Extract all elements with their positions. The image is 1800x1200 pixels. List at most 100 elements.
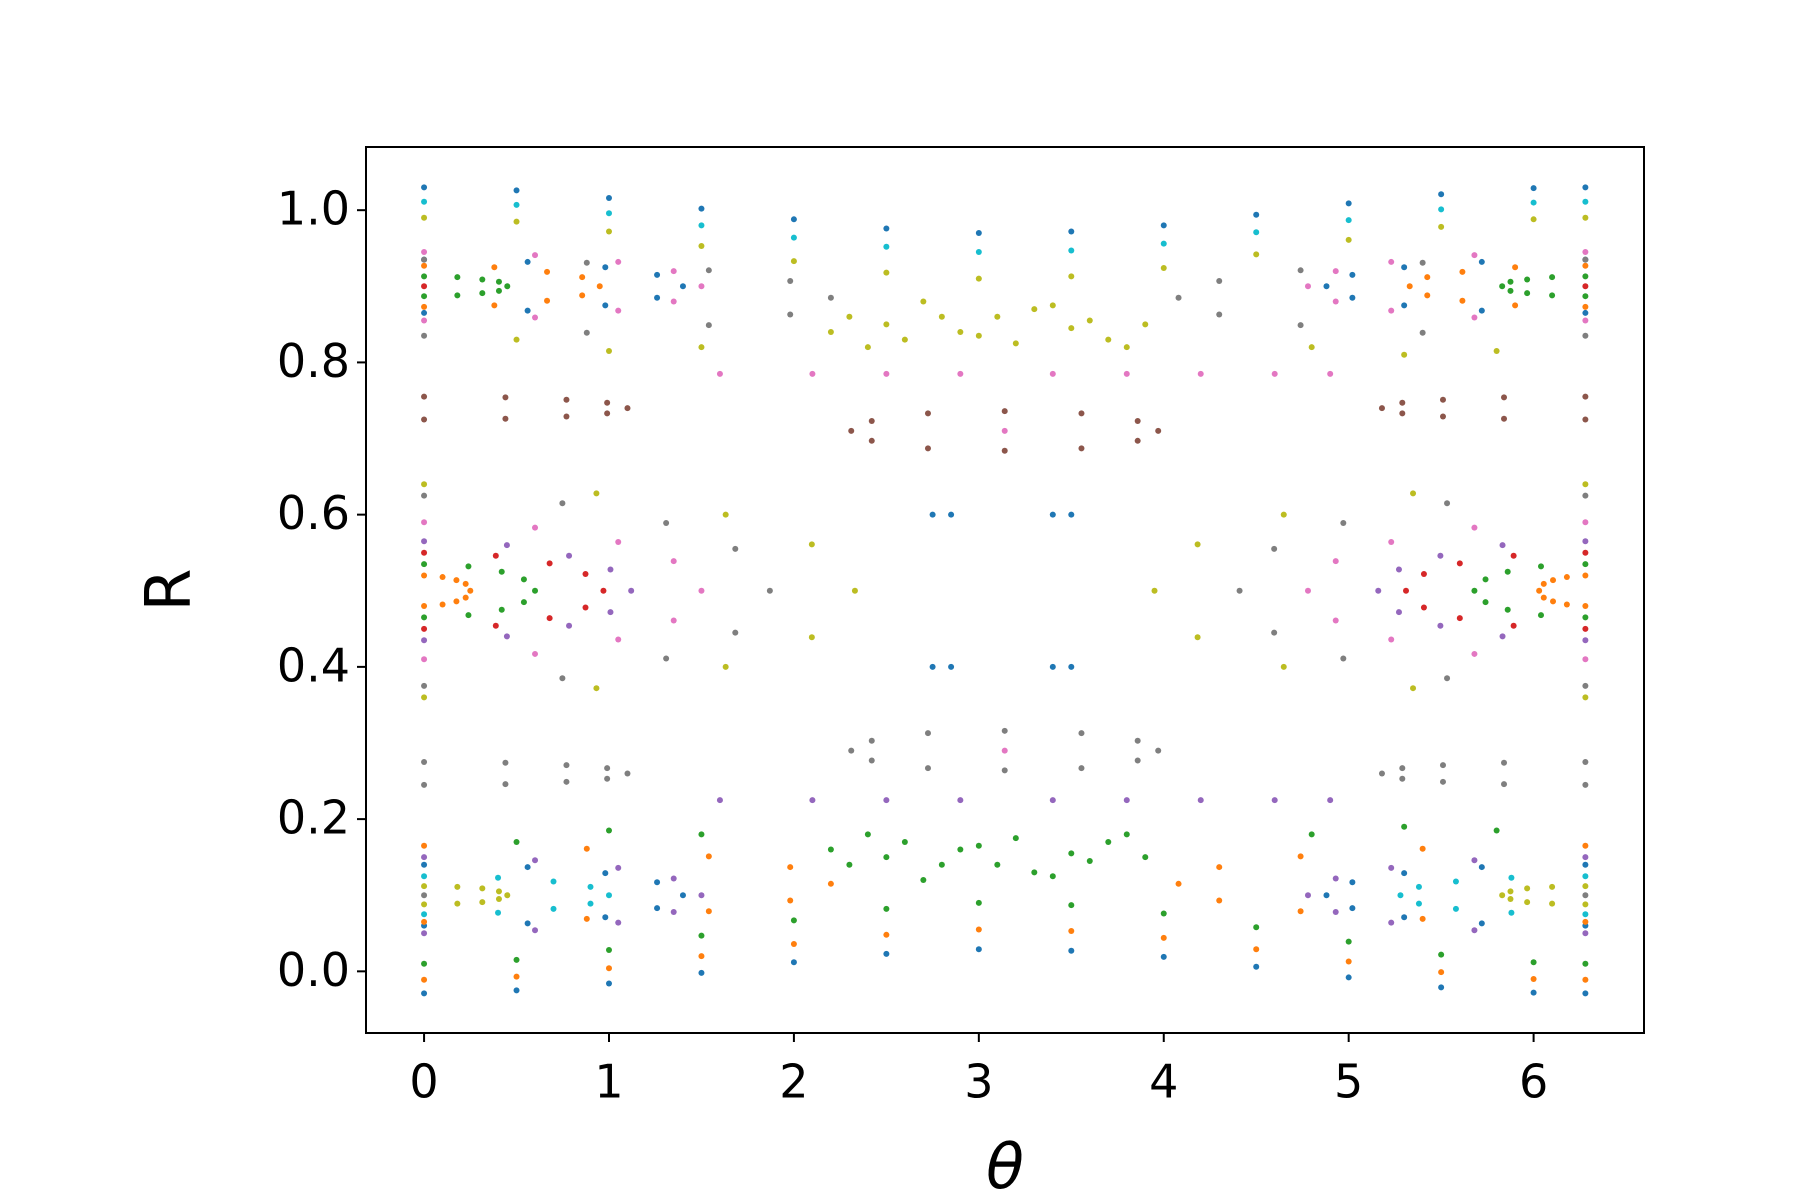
point: [994, 861, 1001, 868]
x-tick-label: 3: [964, 1055, 993, 1109]
point: [1399, 399, 1406, 406]
point: [421, 309, 428, 316]
point: [495, 874, 502, 881]
point: [1236, 587, 1243, 594]
point: [1582, 481, 1589, 488]
point: [600, 587, 607, 594]
x-tick-label: 4: [1149, 1055, 1178, 1109]
point: [587, 900, 594, 907]
point: [465, 612, 472, 619]
point: [698, 222, 705, 229]
point: [868, 437, 875, 444]
point: [1499, 633, 1506, 640]
point: [421, 249, 428, 256]
point: [1419, 845, 1426, 852]
point: [787, 897, 794, 904]
point: [1504, 568, 1511, 575]
point: [1582, 854, 1589, 861]
point: [883, 225, 890, 232]
point: [421, 256, 428, 263]
point: [1216, 277, 1223, 284]
point: [421, 519, 428, 526]
point: [1399, 775, 1406, 782]
point: [1537, 612, 1544, 619]
point: [920, 877, 927, 884]
point: [1478, 258, 1485, 265]
point: [1297, 267, 1304, 274]
point: [550, 905, 557, 912]
point: [1160, 222, 1167, 229]
point: [1415, 883, 1422, 890]
point: [1068, 247, 1075, 254]
point: [421, 549, 428, 556]
point: [1378, 770, 1385, 777]
point: [607, 566, 614, 573]
point: [1563, 574, 1570, 581]
point: [1420, 571, 1427, 578]
point: [1105, 838, 1112, 845]
point: [1349, 879, 1356, 886]
point: [1459, 268, 1466, 275]
point: [454, 274, 461, 281]
point: [1510, 552, 1517, 559]
point: [624, 405, 631, 412]
point: [864, 344, 871, 351]
point: [503, 542, 510, 549]
point: [498, 568, 505, 575]
point: [1049, 370, 1056, 377]
point: [421, 625, 428, 632]
point: [1401, 870, 1408, 877]
point: [421, 538, 428, 545]
point: [1271, 545, 1278, 552]
point: [1388, 258, 1395, 265]
point: [1001, 747, 1008, 754]
point: [1530, 216, 1537, 223]
point: [1378, 405, 1385, 412]
point: [559, 675, 566, 682]
point: [975, 249, 982, 256]
point: [1582, 637, 1589, 644]
point: [1401, 264, 1408, 271]
point: [1078, 765, 1085, 772]
point: [524, 258, 531, 265]
point: [1582, 911, 1589, 918]
point: [421, 303, 428, 310]
point: [1401, 351, 1408, 358]
point: [1327, 370, 1334, 377]
point: [1507, 287, 1514, 294]
point: [1582, 602, 1589, 609]
point: [605, 194, 612, 201]
point: [1332, 875, 1339, 882]
point: [1499, 283, 1506, 290]
point: [421, 283, 428, 290]
point: [462, 580, 469, 587]
point: [495, 909, 502, 916]
point: [1401, 823, 1408, 830]
point: [1175, 294, 1182, 301]
point: [1582, 960, 1589, 967]
point: [582, 604, 589, 611]
point: [1280, 511, 1287, 518]
point: [705, 908, 712, 915]
point: [1068, 511, 1075, 518]
point: [1549, 274, 1556, 281]
point: [532, 314, 539, 321]
point: [1253, 946, 1260, 953]
point: [454, 292, 461, 299]
point: [868, 737, 875, 744]
point: [654, 879, 661, 886]
point: [1049, 797, 1056, 804]
point: [1399, 765, 1406, 772]
point: [563, 778, 570, 785]
point: [1049, 873, 1056, 880]
point: [1216, 897, 1223, 904]
point: [605, 228, 612, 235]
point: [1582, 416, 1589, 423]
point: [670, 268, 677, 275]
point: [975, 899, 982, 906]
point: [1582, 214, 1589, 221]
point: [1105, 336, 1112, 343]
point: [790, 234, 797, 241]
point: [615, 258, 622, 265]
